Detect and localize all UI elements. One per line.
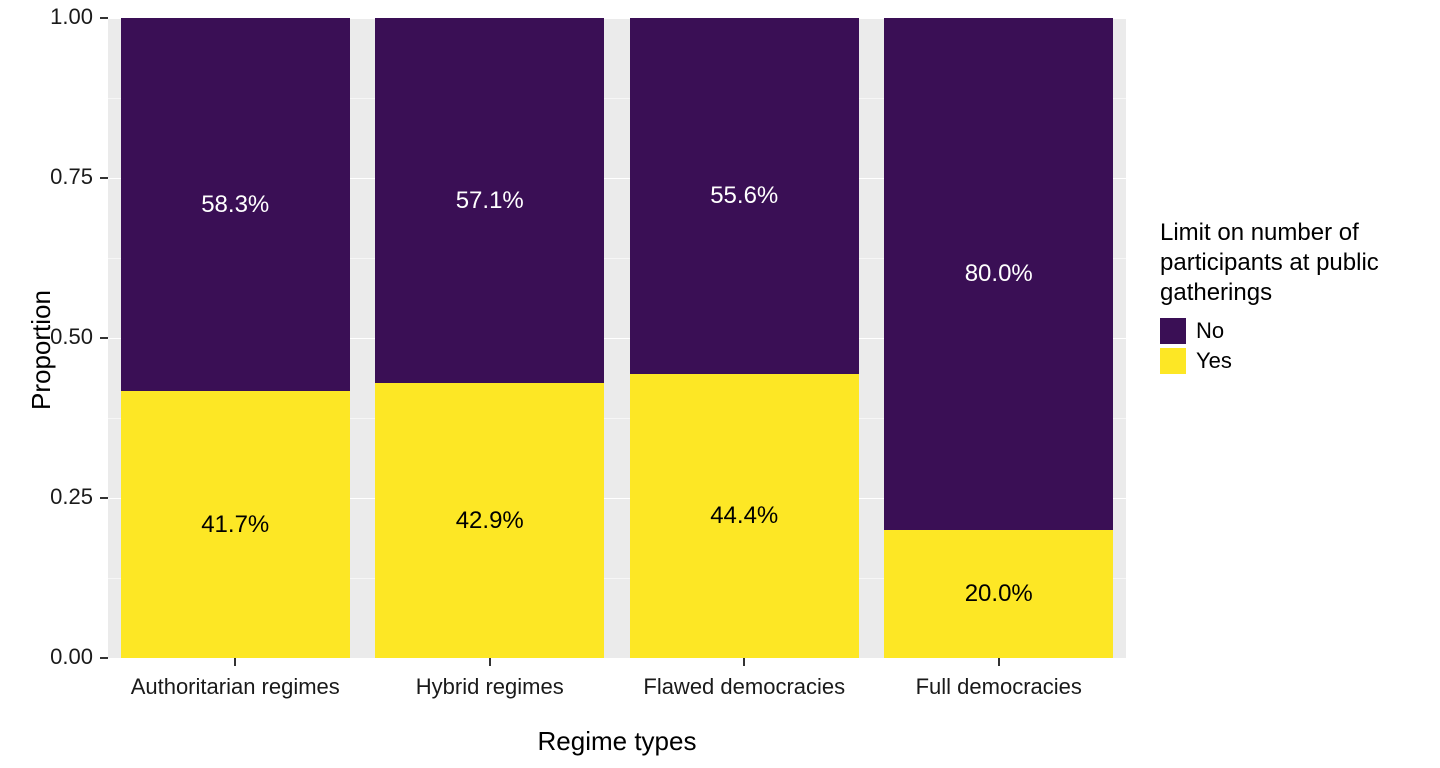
bar-label-no: 57.1% (375, 187, 604, 215)
x-tick-mark (234, 658, 236, 666)
plot-panel: 41.7% 58.3% 42.9% 57.1% 44.4% 55.6% 20.0% 80.0% (108, 18, 1126, 658)
y-axis-title: Proportion (26, 290, 57, 410)
x-tick-mark (998, 658, 1000, 666)
bar-label-yes: 20.0% (884, 580, 1113, 608)
x-tick-label: Authoritarian regimes (95, 674, 375, 700)
bar-label-no: 80.0% (884, 260, 1113, 288)
bar-label-yes: 42.9% (375, 507, 604, 535)
y-tick-label: 0.00 (38, 644, 93, 670)
bar-label-yes: 41.7% (121, 511, 350, 539)
gridline-major (108, 658, 1126, 659)
bar: 41.7% 58.3% (121, 18, 350, 658)
y-tick-label: 0.75 (38, 164, 93, 190)
y-tick-label: 0.50 (38, 324, 93, 350)
bar: 20.0% 80.0% (884, 18, 1113, 658)
legend-item: No (1160, 318, 1420, 344)
y-tick-mark (100, 177, 108, 179)
x-axis-title: Regime types (108, 726, 1126, 757)
legend-swatch (1160, 348, 1186, 374)
y-tick-label: 1.00 (38, 4, 93, 30)
bar: 44.4% 55.6% (630, 18, 859, 658)
legend-swatch (1160, 318, 1186, 344)
x-tick-label: Full democracies (859, 674, 1139, 700)
legend: Limit on number of participants at publi… (1160, 218, 1420, 378)
y-tick-label: 0.25 (38, 484, 93, 510)
y-tick-mark (100, 17, 108, 19)
legend-label: No (1196, 318, 1224, 344)
x-tick-label: Flawed democracies (604, 674, 884, 700)
bar-label-no: 55.6% (630, 182, 859, 210)
y-tick-mark (100, 657, 108, 659)
y-tick-mark (100, 337, 108, 339)
x-tick-label: Hybrid regimes (350, 674, 630, 700)
x-tick-mark (743, 658, 745, 666)
legend-label: Yes (1196, 348, 1232, 374)
legend-item: Yes (1160, 348, 1420, 374)
x-tick-mark (489, 658, 491, 666)
chart-frame: 41.7% 58.3% 42.9% 57.1% 44.4% 55.6% 20.0% 80.0%… (0, 0, 1440, 768)
y-tick-mark (100, 497, 108, 499)
bar-label-no: 58.3% (121, 191, 350, 219)
bar: 42.9% 57.1% (375, 18, 604, 658)
legend-title: Limit on number of participants at publi… (1160, 218, 1420, 308)
bar-label-yes: 44.4% (630, 502, 859, 530)
